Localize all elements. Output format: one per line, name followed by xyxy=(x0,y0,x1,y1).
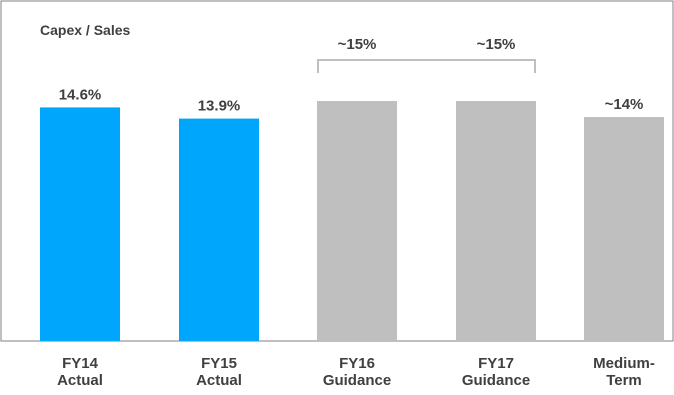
category-label-line-1-0: FY15 xyxy=(201,355,237,372)
category-label-line-4-0: Medium- xyxy=(593,355,655,372)
guidance-label-1: ~15% xyxy=(477,36,516,53)
bar-1 xyxy=(179,118,259,341)
category-label-line-2-1: Guidance xyxy=(323,372,391,389)
category-label-1: FY15 Actual xyxy=(196,355,242,389)
bars-group xyxy=(40,101,664,342)
bar-2 xyxy=(317,101,397,341)
value-labels-group: 14.6% 13.9% ~14% xyxy=(59,86,644,114)
category-label-3: FY17 Guidance xyxy=(462,355,530,389)
category-label-line-0-1: Actual xyxy=(57,372,103,389)
category-label-4: Medium-Term xyxy=(593,355,655,389)
category-label-line-2-0: FY16 xyxy=(339,355,375,372)
category-label-line-3-1: Guidance xyxy=(462,372,530,389)
guidance-label-0: ~15% xyxy=(338,36,377,53)
guidance-bracket-group: ~15% ~15% xyxy=(317,36,536,73)
category-label-0: FY14 Actual xyxy=(57,355,103,389)
bar-0 xyxy=(40,107,120,342)
category-label-line-3-0: FY17 xyxy=(478,355,514,372)
category-label-line-0-0: FY14 xyxy=(62,355,99,372)
category-label-line-4-1: Term xyxy=(606,372,642,389)
chart-title: Capex / Sales xyxy=(40,22,130,38)
bar-value-label-0: 14.6% xyxy=(59,86,102,103)
bar-3 xyxy=(456,101,536,341)
category-label-line-1-1: Actual xyxy=(196,372,242,389)
category-label-2: FY16 Guidance xyxy=(323,355,391,389)
guidance-bracket xyxy=(317,59,536,73)
bar-value-label-1: 13.9% xyxy=(198,98,241,115)
bar-value-label-4: ~14% xyxy=(605,96,644,113)
bar-4 xyxy=(584,117,664,341)
